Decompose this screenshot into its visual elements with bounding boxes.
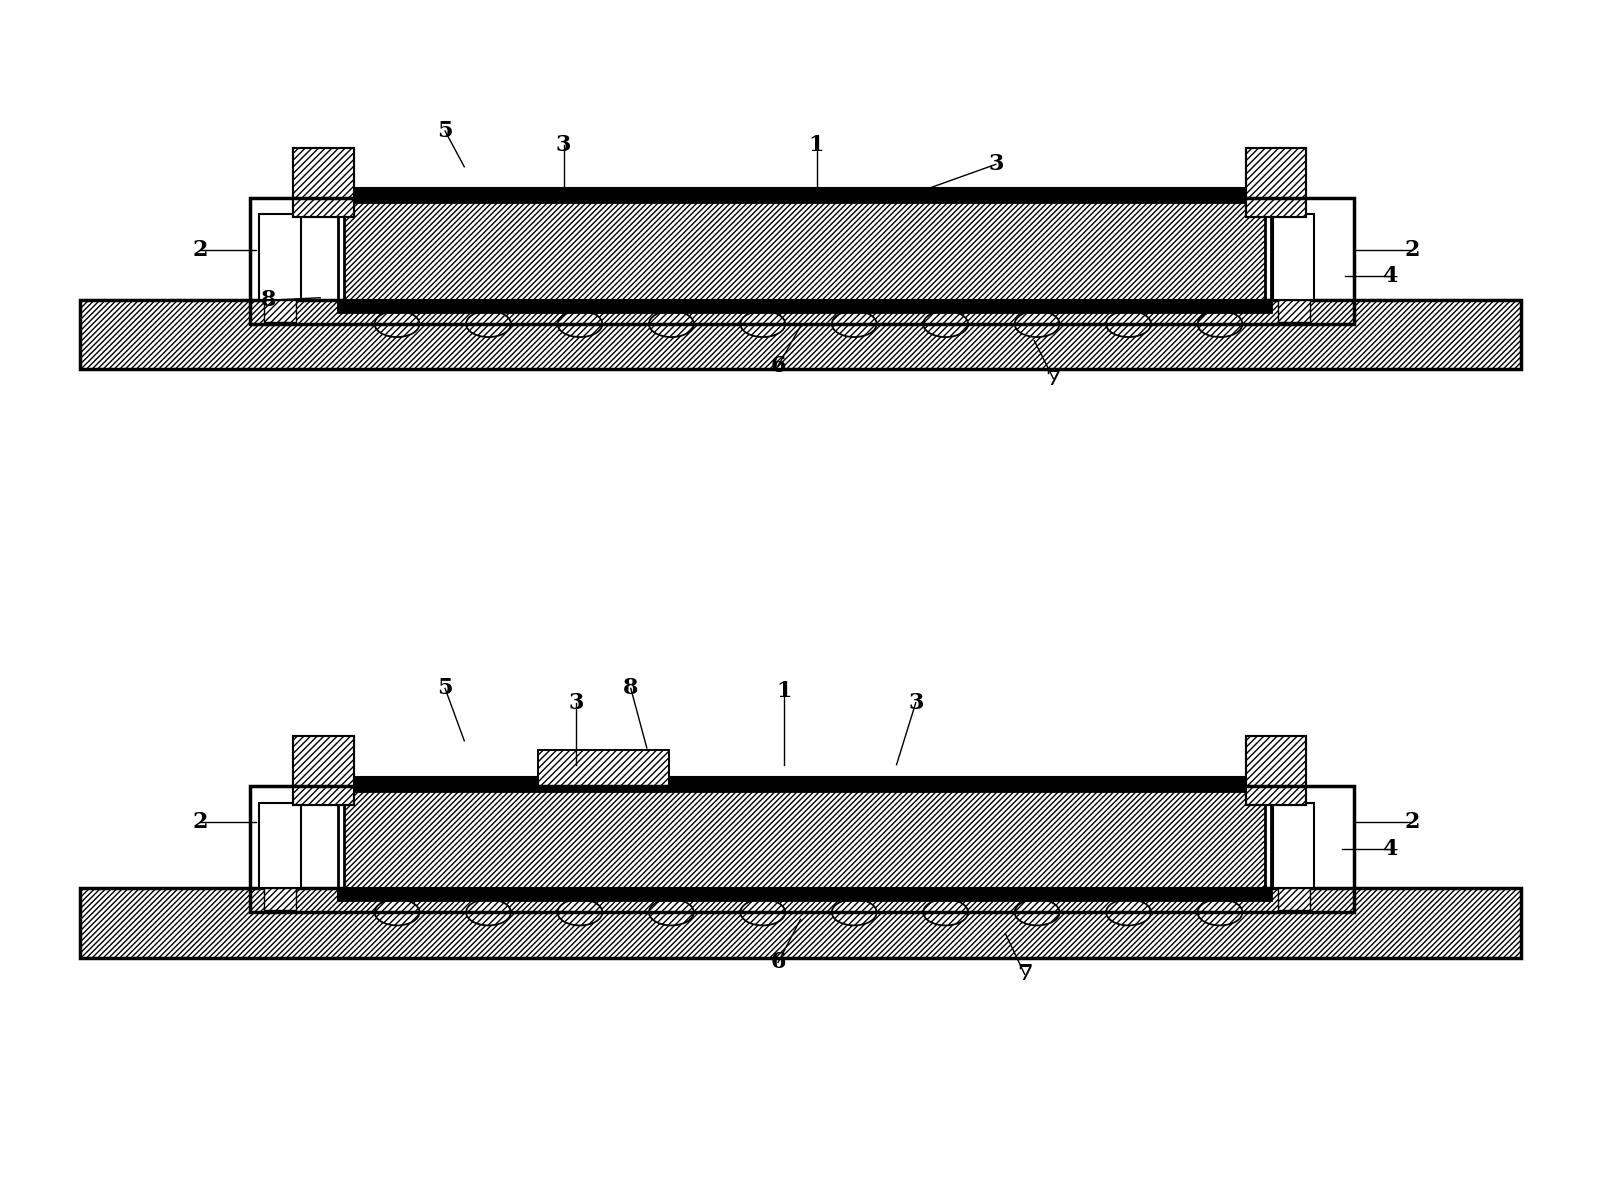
Bar [338, 188, 1271, 312]
Bar [250, 198, 1354, 324]
Ellipse shape [740, 899, 784, 925]
Bar [259, 803, 301, 888]
Bar [264, 300, 296, 322]
Ellipse shape [648, 899, 693, 925]
Bar [344, 791, 1265, 888]
Text: 4: 4 [1382, 838, 1398, 860]
Bar [293, 736, 354, 805]
Bar [538, 750, 669, 788]
Ellipse shape [1198, 899, 1242, 925]
Ellipse shape [1106, 899, 1151, 925]
Bar [80, 300, 1521, 369]
Text: 5: 5 [437, 678, 453, 699]
Bar [80, 888, 1521, 958]
Bar [344, 202, 1265, 300]
Bar [1278, 300, 1310, 322]
Text: 2: 2 [192, 811, 208, 833]
Bar [250, 786, 1354, 912]
Bar [338, 777, 1271, 791]
Bar [338, 777, 1271, 900]
Bar [1273, 214, 1314, 300]
Ellipse shape [557, 899, 602, 925]
Bar [293, 736, 354, 805]
Bar [1246, 148, 1306, 217]
Text: 2: 2 [1404, 239, 1420, 261]
Bar [1246, 148, 1306, 217]
Bar [264, 888, 296, 910]
Bar [538, 750, 669, 788]
Text: 1: 1 [809, 135, 825, 156]
Bar [80, 888, 1521, 958]
Bar [293, 148, 354, 217]
Bar [264, 300, 296, 322]
Bar [293, 736, 354, 805]
Ellipse shape [557, 311, 602, 337]
Text: 4: 4 [1382, 266, 1398, 287]
Bar [344, 202, 1265, 300]
Ellipse shape [375, 899, 419, 925]
Ellipse shape [1106, 311, 1151, 337]
Text: 7: 7 [1045, 368, 1061, 389]
Text: 6: 6 [770, 952, 786, 973]
Text: 8: 8 [623, 678, 639, 699]
Ellipse shape [924, 899, 969, 925]
Bar [80, 300, 1521, 369]
Ellipse shape [924, 311, 969, 337]
Text: 8: 8 [261, 289, 277, 311]
Bar [293, 148, 354, 217]
Ellipse shape [466, 311, 511, 337]
Ellipse shape [1015, 899, 1060, 925]
Bar [1246, 148, 1306, 217]
Bar [338, 888, 1271, 900]
Bar [1273, 803, 1314, 888]
Text: 2: 2 [1404, 811, 1420, 833]
Text: 5: 5 [437, 120, 453, 142]
Bar [264, 888, 296, 910]
Bar [1278, 888, 1310, 910]
Text: 3: 3 [908, 692, 924, 713]
Text: 7: 7 [1017, 964, 1033, 985]
Text: 1: 1 [776, 680, 792, 701]
Ellipse shape [833, 311, 877, 337]
Bar [338, 300, 1271, 312]
Bar [338, 188, 1271, 202]
Ellipse shape [648, 311, 693, 337]
Bar [538, 750, 669, 788]
Ellipse shape [1198, 311, 1242, 337]
Bar [1278, 888, 1310, 910]
Text: 3: 3 [568, 692, 584, 713]
Text: 6: 6 [770, 355, 786, 376]
Bar [293, 148, 354, 217]
Ellipse shape [375, 311, 419, 337]
Ellipse shape [466, 899, 511, 925]
Bar [1278, 300, 1310, 322]
Text: 3: 3 [556, 135, 572, 156]
Ellipse shape [1015, 311, 1060, 337]
Ellipse shape [740, 311, 784, 337]
Bar [259, 214, 301, 300]
Text: 3: 3 [988, 154, 1004, 175]
Bar [1246, 736, 1306, 805]
Text: 2: 2 [192, 239, 208, 261]
Bar [344, 791, 1265, 888]
Ellipse shape [833, 899, 877, 925]
Bar [1246, 736, 1306, 805]
Bar [1246, 736, 1306, 805]
